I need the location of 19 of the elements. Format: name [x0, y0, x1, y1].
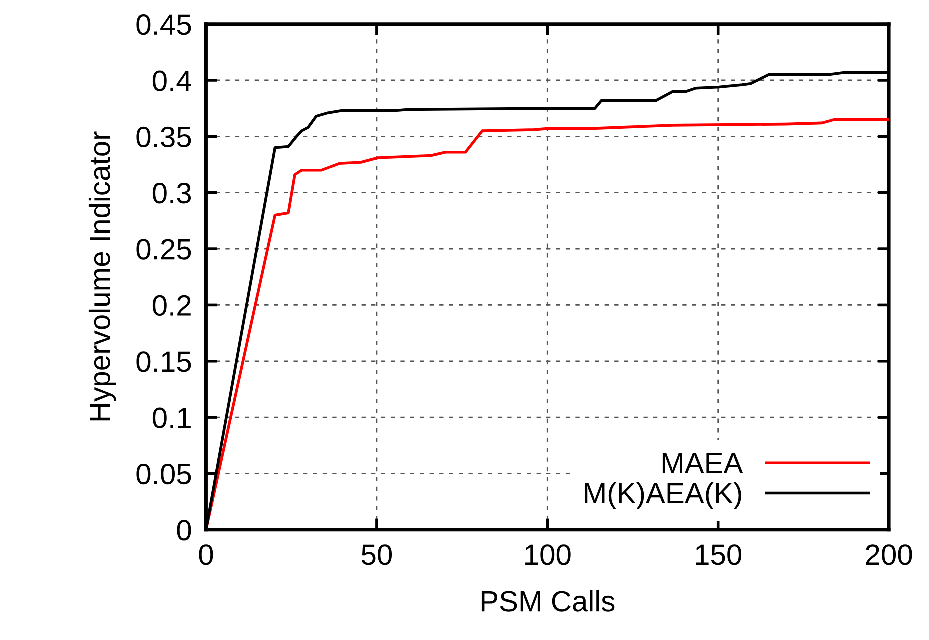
- y-axis-title: Hypervolume Indicator: [88, 132, 116, 421]
- x-tick-label: 150: [696, 544, 742, 566]
- x-tick-label: 50: [362, 544, 392, 566]
- x-tick-label: 200: [866, 544, 912, 566]
- y-tick-label: 0.3: [152, 183, 192, 204]
- y-tick-label: 0.05: [136, 464, 192, 485]
- legend-label: M(K)AEA(K): [585, 482, 742, 510]
- y-tick-label: 0.45: [136, 14, 192, 36]
- x-tick-label: 100: [526, 544, 571, 566]
- y-tick-label: 0: [177, 520, 192, 541]
- y-tick-label: 0.1: [152, 408, 191, 428]
- x-tick-label: 0: [199, 544, 214, 566]
- y-tick-label: 0.35: [136, 126, 192, 148]
- x-axis-title: PSM Calls: [482, 590, 615, 612]
- y-tick-label: 0.25: [136, 239, 192, 260]
- y-tick-label: 0.4: [152, 70, 192, 92]
- y-tick-label: 0.2: [152, 295, 191, 316]
- legend-label: MAEA: [662, 453, 744, 474]
- y-tick-label: 0.15: [136, 352, 192, 372]
